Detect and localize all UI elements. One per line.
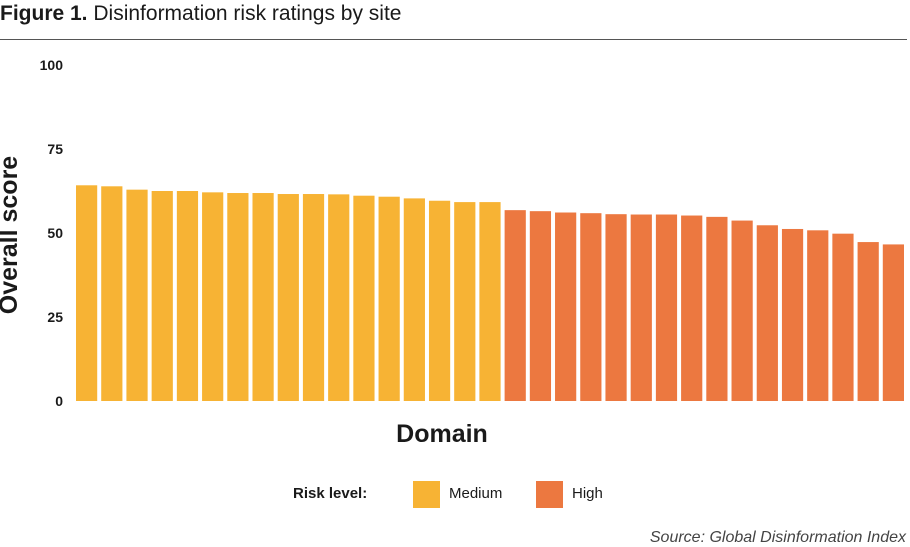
bar-medium bbox=[328, 194, 350, 401]
figure-title: Figure 1. Disinformation risk ratings by… bbox=[0, 2, 401, 26]
figure-number: Figure 1. bbox=[0, 2, 88, 25]
bar-medium bbox=[428, 200, 451, 401]
bar-medium bbox=[126, 189, 148, 401]
bar-medium bbox=[101, 186, 123, 401]
legend-label-high: High bbox=[572, 485, 603, 502]
bar-high bbox=[529, 211, 552, 401]
legend-swatch-high bbox=[536, 481, 563, 508]
bars bbox=[76, 185, 904, 401]
bar-high bbox=[807, 230, 829, 401]
bar-high bbox=[706, 216, 728, 401]
bar-high bbox=[504, 210, 526, 401]
bar-high bbox=[731, 220, 753, 401]
bar-high bbox=[781, 228, 804, 401]
bar-high bbox=[882, 244, 904, 401]
y-tick-label: 50 bbox=[47, 225, 63, 241]
source-note: Source: Global Disinformation Index bbox=[649, 529, 906, 546]
y-tick-label: 25 bbox=[47, 309, 63, 325]
bar-high bbox=[756, 225, 778, 401]
bar-medium bbox=[176, 191, 199, 401]
bar-high bbox=[681, 215, 703, 401]
bar-high bbox=[857, 242, 879, 401]
bar-chart: 0 25 50 75 100 Overall score Domain bbox=[0, 57, 904, 448]
bar-high bbox=[555, 212, 577, 401]
y-axis-label: Overall score bbox=[0, 156, 23, 315]
bar-medium bbox=[76, 185, 98, 401]
bar-medium bbox=[252, 193, 274, 401]
legend-swatch-medium bbox=[413, 481, 440, 508]
y-tick-label: 100 bbox=[40, 57, 64, 73]
y-tick-label: 75 bbox=[47, 141, 63, 157]
y-tick-label: 0 bbox=[55, 393, 63, 409]
bar-high bbox=[580, 213, 602, 401]
bar-high bbox=[605, 214, 627, 401]
legend-label-medium: Medium bbox=[449, 485, 503, 502]
bar-medium bbox=[378, 196, 400, 401]
figure-caption: Disinformation risk ratings by site bbox=[93, 2, 402, 25]
x-axis-label: Domain bbox=[396, 420, 488, 448]
bar-medium bbox=[277, 194, 299, 401]
bar-medium bbox=[302, 194, 325, 401]
bar-high bbox=[630, 214, 652, 401]
bar-medium bbox=[403, 198, 425, 401]
bar-high bbox=[655, 214, 678, 401]
legend-title: Risk level: bbox=[293, 485, 368, 502]
bar-medium bbox=[227, 193, 249, 401]
bar-medium bbox=[353, 195, 375, 401]
bar-medium bbox=[202, 192, 224, 401]
bar-high bbox=[832, 233, 854, 401]
title-divider bbox=[0, 39, 907, 40]
y-axis-ticks: 0 25 50 75 100 bbox=[40, 57, 64, 409]
bar-medium bbox=[454, 202, 476, 401]
bar-medium bbox=[151, 191, 173, 401]
bar-medium bbox=[479, 202, 501, 401]
